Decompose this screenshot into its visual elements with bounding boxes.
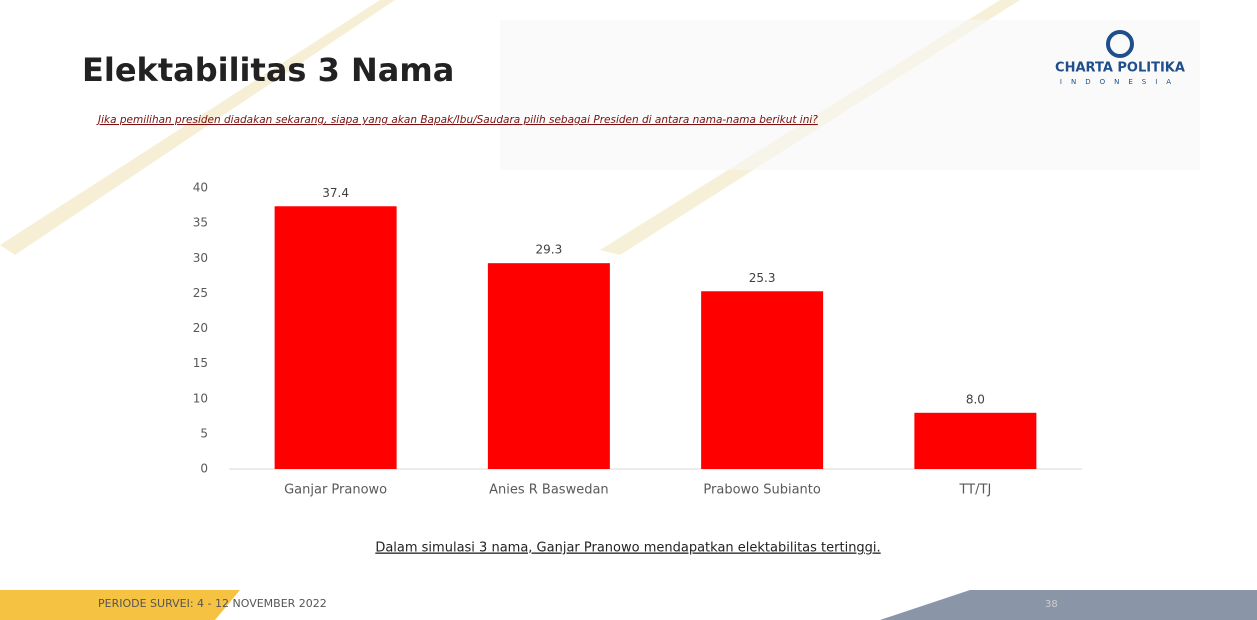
subtitle: Jika pemilihan presiden diadakan sekaran… bbox=[96, 114, 818, 126]
logo-name: CHARTA POLITIKA bbox=[1055, 61, 1185, 76]
y-tick-label: 15 bbox=[193, 356, 208, 370]
x-tick-label: Ganjar Pranowo bbox=[284, 483, 387, 498]
bar bbox=[274, 206, 397, 469]
x-tick-label: TT/TJ bbox=[958, 483, 991, 498]
value-label: 29.3 bbox=[536, 243, 563, 257]
bar bbox=[701, 291, 824, 469]
y-tick-label: 35 bbox=[193, 216, 208, 230]
y-tick-label: 0 bbox=[200, 462, 208, 476]
bar bbox=[914, 412, 1037, 469]
y-tick-label: 25 bbox=[193, 286, 208, 300]
title: Elektabilitas 3 Nama bbox=[82, 51, 454, 89]
y-tick-label: 5 bbox=[200, 426, 208, 440]
footer-bar bbox=[880, 590, 1257, 620]
y-tick-label: 30 bbox=[193, 251, 208, 265]
x-tick-label: Prabowo Subianto bbox=[703, 483, 821, 498]
logo-icon bbox=[1106, 30, 1134, 58]
value-label: 8.0 bbox=[966, 392, 985, 406]
value-label: 37.4 bbox=[322, 186, 349, 200]
page-number: 38 bbox=[1045, 599, 1058, 610]
note: Dalam simulasi 3 nama, Ganjar Pranowo me… bbox=[375, 541, 880, 556]
footer-period: PERIODE SURVEI: 4 - 12 NOVEMBER 2022 bbox=[98, 597, 327, 610]
x-tick-label: Anies R Baswedan bbox=[489, 483, 609, 498]
decor-map bbox=[500, 20, 1200, 170]
decor-stripe bbox=[0, 0, 395, 255]
y-tick-label: 40 bbox=[193, 181, 208, 195]
footer-bar bbox=[0, 590, 240, 620]
y-tick-label: 20 bbox=[193, 321, 208, 335]
logo-country: INDONESIA bbox=[1060, 78, 1180, 86]
bar bbox=[487, 263, 610, 469]
value-label: 25.3 bbox=[749, 271, 776, 285]
y-tick-label: 10 bbox=[193, 391, 208, 405]
